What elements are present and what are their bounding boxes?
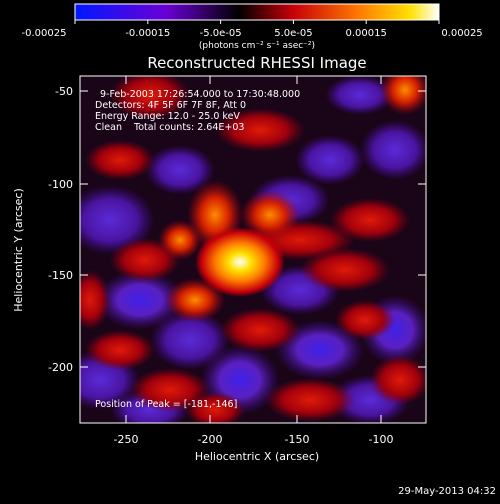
- y-tick-label: -100: [48, 178, 73, 191]
- colorbar-tick-label: -5.0e-05: [200, 28, 242, 39]
- colorbar: [74, 3, 440, 21]
- x-tick-label: -150: [285, 433, 310, 446]
- colorbar-tick-label: 0.00015: [346, 28, 387, 39]
- plot-frame: [79, 75, 427, 424]
- y-tick-label: -150: [48, 269, 73, 282]
- plot-title: Reconstructed RHESSI Image: [147, 54, 366, 72]
- x-tick-label: -250: [114, 433, 139, 446]
- rhessi-image: [80, 76, 426, 423]
- colorbar-tick-label: 0.00025: [441, 28, 482, 39]
- colorbar-units: (photons cm⁻² s⁻¹ asec⁻²): [199, 41, 315, 51]
- peak-position-annotation: Position of Peak = [-181,-146]: [95, 399, 237, 410]
- colorbar-ticks: [74, 20, 440, 24]
- x-axis-label: Heliocentric X (arcsec): [195, 450, 319, 463]
- y-tick-label: -200: [48, 361, 73, 374]
- y-tick-label: -50: [55, 85, 73, 98]
- y-axis-label: Heliocentric Y (arcsec): [12, 188, 25, 312]
- colorbar-tick-label: -0.00015: [125, 28, 170, 39]
- colorbar-tick-label: 5.0e-05: [274, 28, 312, 39]
- time-range-annotation: 9-Feb-2003 17:26:54.000 to 17:30:48.000: [100, 89, 300, 100]
- x-tick-label: -200: [198, 433, 223, 446]
- y-tick-marks: [80, 90, 426, 368]
- footer-timestamp: 29-May-2013 04:32: [398, 486, 496, 497]
- colorbar-tick-label: -0.00025: [22, 28, 67, 39]
- clean-counts-annotation: Clean Total counts: 2.64E+03: [95, 122, 244, 133]
- x-tick-label: -100: [369, 433, 394, 446]
- energy-range-annotation: Energy Range: 12.0 - 25.0 keV: [95, 111, 240, 122]
- detectors-annotation: Detectors: 4F 5F 6F 7F 8F, Att 0: [95, 100, 246, 111]
- x-tick-marks: [125, 76, 382, 423]
